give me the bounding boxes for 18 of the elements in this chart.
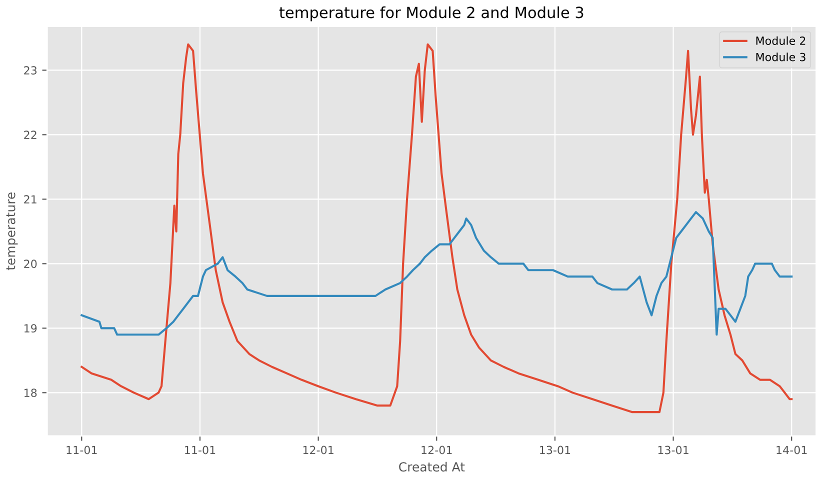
y-tick-label: 19: [24, 324, 37, 333]
x-tick-label: 11-01: [66, 446, 97, 454]
x-tick-label: 12-01: [303, 446, 334, 454]
chart-title: temperature for Module 2 and Module 3: [279, 6, 584, 22]
x-tick-label: 14-01: [776, 446, 807, 454]
x-tick-label: 13-01: [540, 446, 570, 454]
y-tick-label: 21: [24, 195, 36, 204]
y-tick-label: 18: [24, 388, 37, 398]
x-axis-title: Created At: [399, 462, 465, 472]
x-tick-label: 11-01: [185, 446, 216, 454]
x-tick-label: 12-01: [422, 446, 452, 454]
legend-label: Module 3: [756, 52, 806, 62]
legend-label: Module 2: [756, 36, 806, 45]
x-tick-label: 13-01: [658, 446, 688, 454]
y-axis-title: temperature: [6, 192, 18, 270]
y-tick-label: 22: [24, 130, 36, 139]
y-tick-label: 20: [24, 260, 37, 268]
y-tick-label: 23: [24, 66, 37, 75]
